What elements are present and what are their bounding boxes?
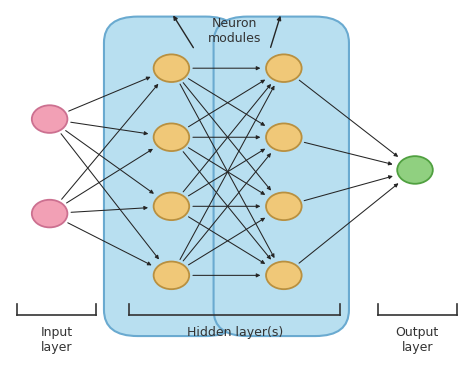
Text: Output
layer: Output layer xyxy=(396,326,439,354)
Text: Neuron
modules: Neuron modules xyxy=(208,17,261,45)
Text: Hidden layer(s): Hidden layer(s) xyxy=(187,326,283,339)
FancyBboxPatch shape xyxy=(104,17,239,336)
Circle shape xyxy=(266,124,301,151)
Circle shape xyxy=(154,193,189,220)
Circle shape xyxy=(154,124,189,151)
Circle shape xyxy=(154,262,189,289)
Text: Input
layer: Input layer xyxy=(41,326,73,354)
Circle shape xyxy=(154,54,189,82)
Circle shape xyxy=(32,200,67,227)
Circle shape xyxy=(266,54,301,82)
FancyBboxPatch shape xyxy=(214,17,349,336)
Circle shape xyxy=(397,156,433,184)
Circle shape xyxy=(266,193,301,220)
Circle shape xyxy=(32,105,67,133)
Circle shape xyxy=(266,262,301,289)
